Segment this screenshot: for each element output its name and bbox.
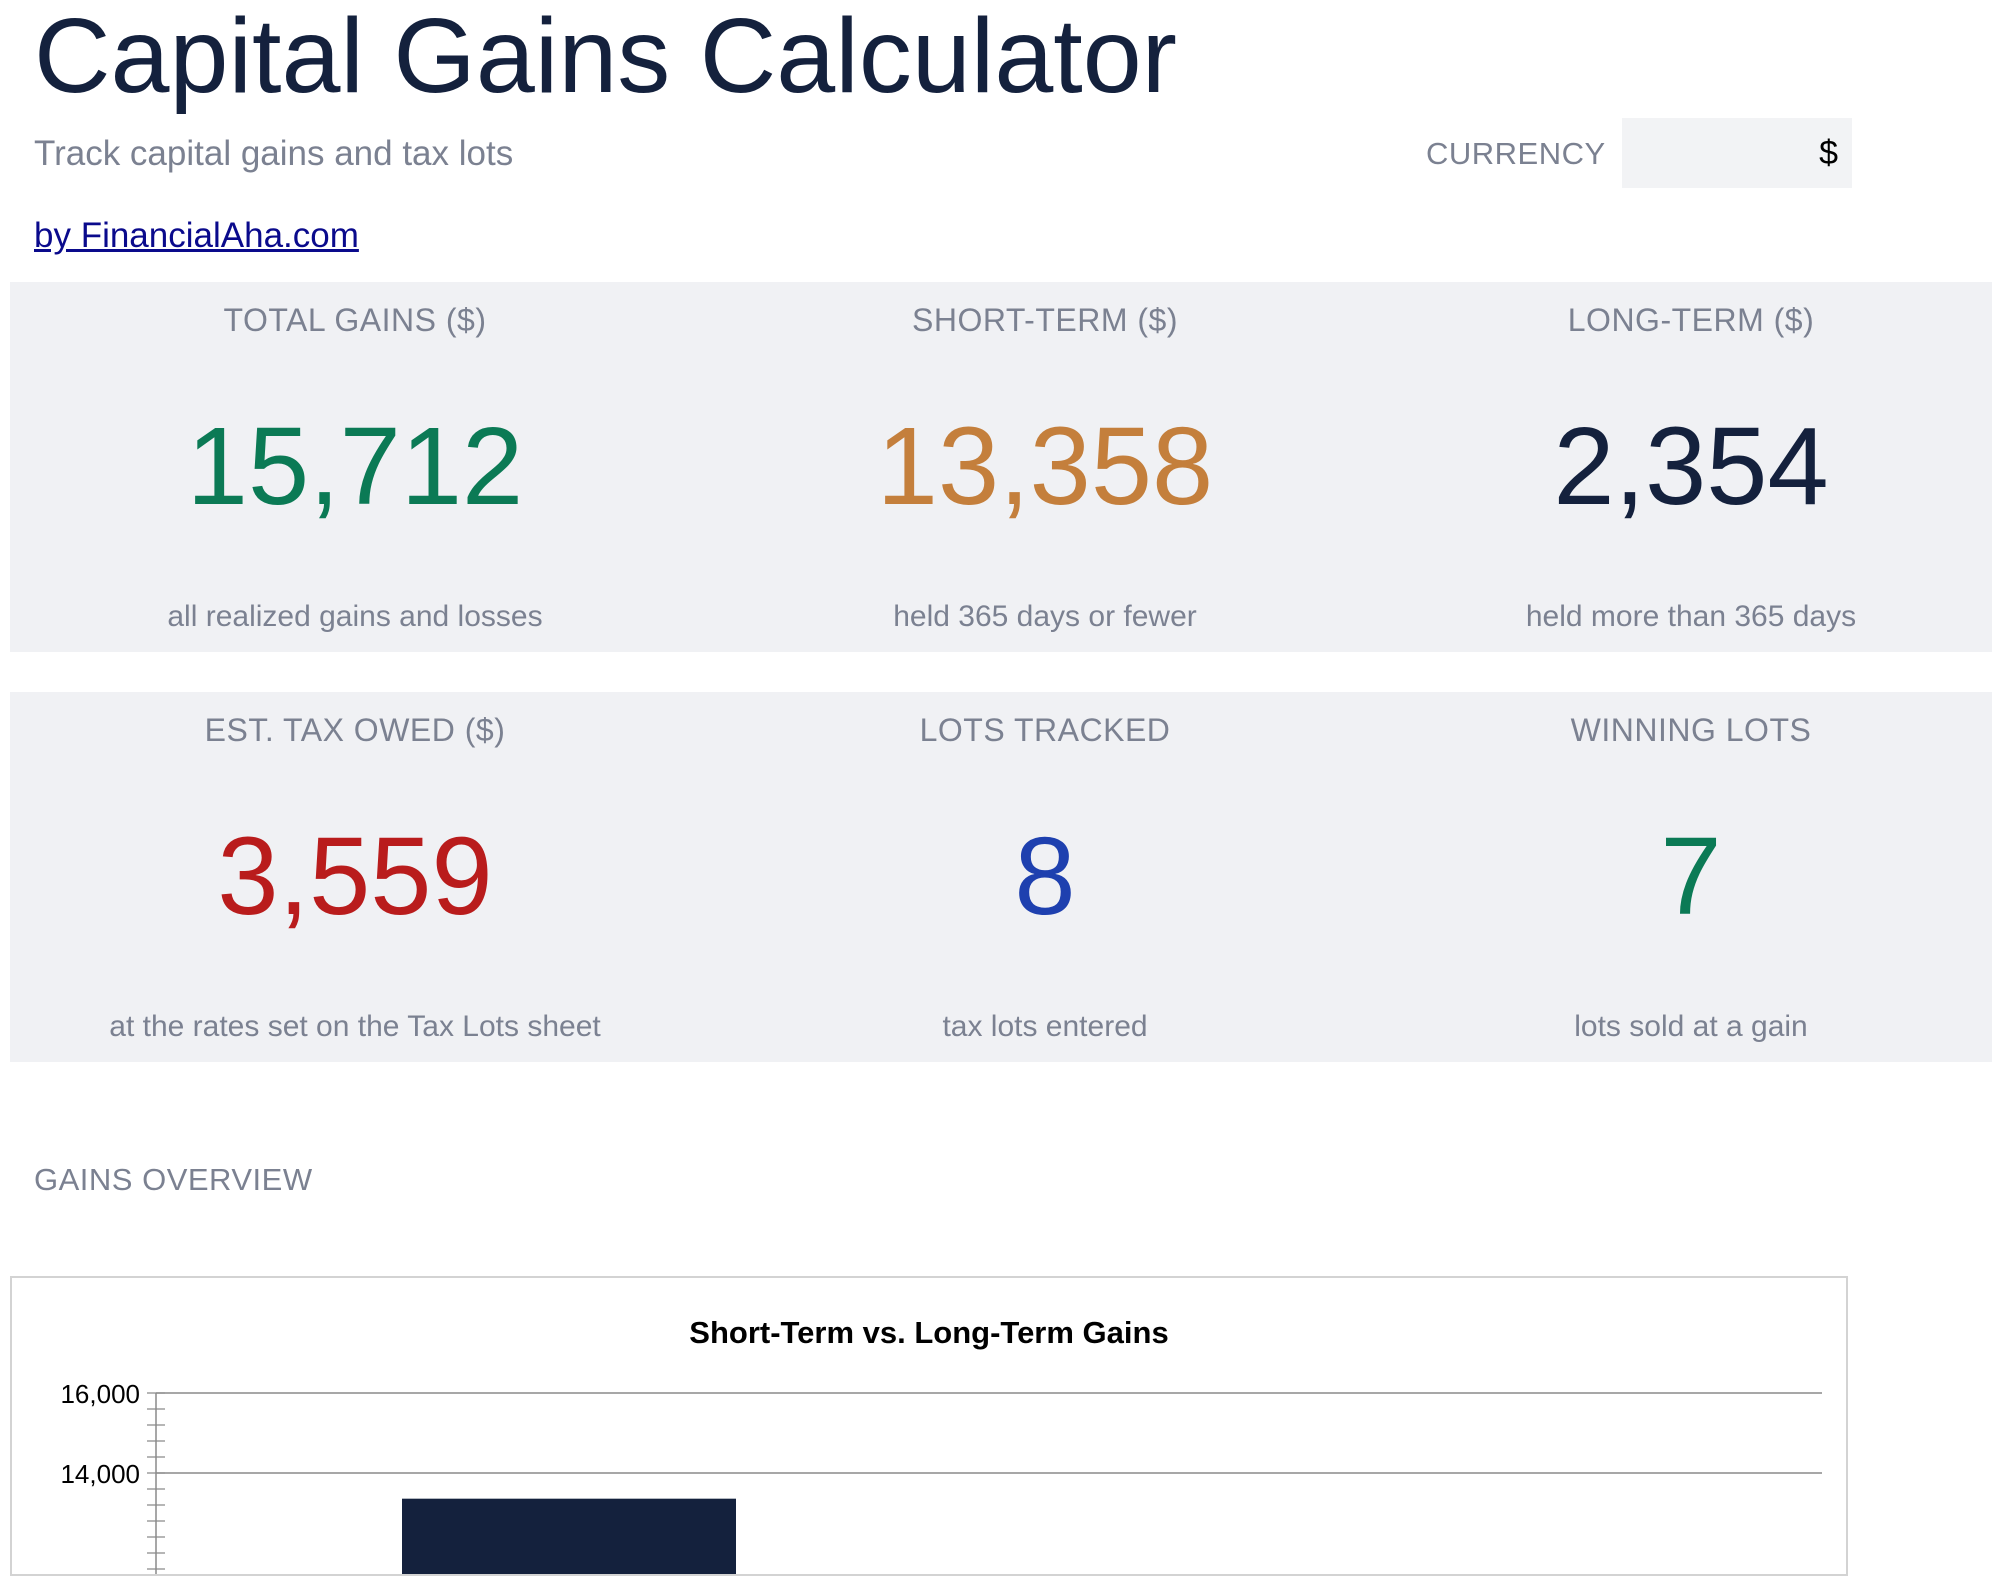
kpi-label: SHORT-TERM ($)	[912, 302, 1178, 338]
page-subtitle: Track capital gains and tax lots	[34, 134, 514, 173]
kpi-note: tax lots entered	[942, 1010, 1148, 1043]
kpi-note: held 365 days or fewer	[893, 600, 1197, 633]
kpi-label: EST. TAX OWED ($)	[204, 712, 506, 748]
kpi-value: 7	[1660, 815, 1722, 938]
kpi-short-term: SHORT-TERM ($) 13,358 held 365 days or f…	[700, 282, 1390, 652]
kpi-est-tax: EST. TAX OWED ($) 3,559 at the rates set…	[10, 692, 700, 1062]
kpi-value: 13,358	[876, 405, 1214, 528]
y-tick-label: 16,000	[60, 1379, 140, 1409]
kpi-label: TOTAL GAINS ($)	[223, 302, 487, 338]
kpi-value: 15,712	[186, 405, 524, 528]
chart-canvas: Short-Term vs. Long-Term Gains 16,000 14,0…	[60, 1315, 1822, 1574]
kpi-value: 2,354	[1553, 405, 1829, 528]
kpi-note: held more than 365 days	[1525, 600, 1857, 633]
kpi-note: lots sold at a gain	[1574, 1010, 1808, 1043]
bar-short-term	[402, 1498, 736, 1574]
kpi-long-term: LONG-TERM ($) 2,354 held more than 365 d…	[1390, 282, 1992, 652]
kpi-lots-tracked: LOTS TRACKED 8 tax lots entered	[700, 692, 1390, 1062]
kpi-value: 3,559	[217, 815, 493, 938]
kpi-label: LONG-TERM ($)	[1567, 302, 1815, 338]
kpi-total-gains: TOTAL GAINS ($) 15,712 all realized gain…	[10, 282, 700, 652]
kpi-row-tax: EST. TAX OWED ($) 3,559 at the rates set…	[10, 692, 1992, 1062]
page-title: Capital Gains Calculator	[34, 0, 1177, 115]
gains-chart[interactable]: Short-Term vs. Long-Term Gains 16,000 14,0…	[10, 1276, 1848, 1576]
y-tick-label: 14,000	[60, 1459, 140, 1489]
kpi-label: LOTS TRACKED	[919, 712, 1171, 748]
section-gains-overview: GAINS OVERVIEW	[34, 1162, 313, 1197]
currency-input[interactable]: $	[1622, 118, 1852, 188]
kpi-label: WINNING LOTS	[1570, 712, 1812, 748]
kpi-winning-lots: WINNING LOTS 7 lots sold at a gain	[1390, 692, 1992, 1062]
kpi-row-gains: TOTAL GAINS ($) 15,712 all realized gain…	[10, 282, 1992, 652]
kpi-note: all realized gains and losses	[167, 600, 543, 633]
currency-label: CURRENCY	[1426, 136, 1606, 171]
kpi-value: 8	[1014, 815, 1076, 938]
kpi-note: at the rates set on the Tax Lots sheet	[109, 1010, 601, 1043]
chart-title: Short-Term vs. Long-Term Gains	[689, 1315, 1168, 1350]
byline-link[interactable]: by FinancialAha.com	[34, 216, 359, 255]
